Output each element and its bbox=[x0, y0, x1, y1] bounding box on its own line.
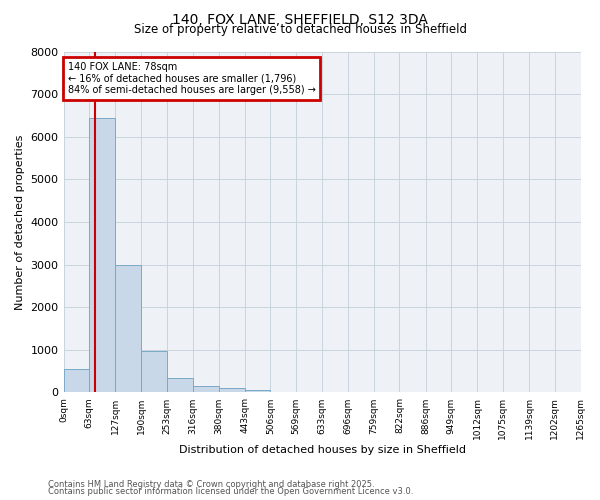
Y-axis label: Number of detached properties: Number of detached properties bbox=[15, 134, 25, 310]
Bar bbox=[167, 378, 193, 392]
X-axis label: Distribution of detached houses by size in Sheffield: Distribution of detached houses by size … bbox=[179, 445, 466, 455]
Bar bbox=[115, 266, 141, 392]
Bar bbox=[89, 118, 115, 392]
Text: Contains public sector information licensed under the Open Government Licence v3: Contains public sector information licen… bbox=[48, 487, 413, 496]
Bar bbox=[219, 388, 245, 392]
Text: Size of property relative to detached houses in Sheffield: Size of property relative to detached ho… bbox=[133, 22, 467, 36]
Bar bbox=[64, 369, 89, 392]
Text: 140, FOX LANE, SHEFFIELD, S12 3DA: 140, FOX LANE, SHEFFIELD, S12 3DA bbox=[172, 12, 428, 26]
Bar bbox=[245, 390, 271, 392]
Text: Contains HM Land Registry data © Crown copyright and database right 2025.: Contains HM Land Registry data © Crown c… bbox=[48, 480, 374, 489]
Text: 140 FOX LANE: 78sqm
← 16% of detached houses are smaller (1,796)
84% of semi-det: 140 FOX LANE: 78sqm ← 16% of detached ho… bbox=[68, 62, 316, 96]
Bar bbox=[141, 350, 167, 393]
Bar bbox=[193, 386, 219, 392]
